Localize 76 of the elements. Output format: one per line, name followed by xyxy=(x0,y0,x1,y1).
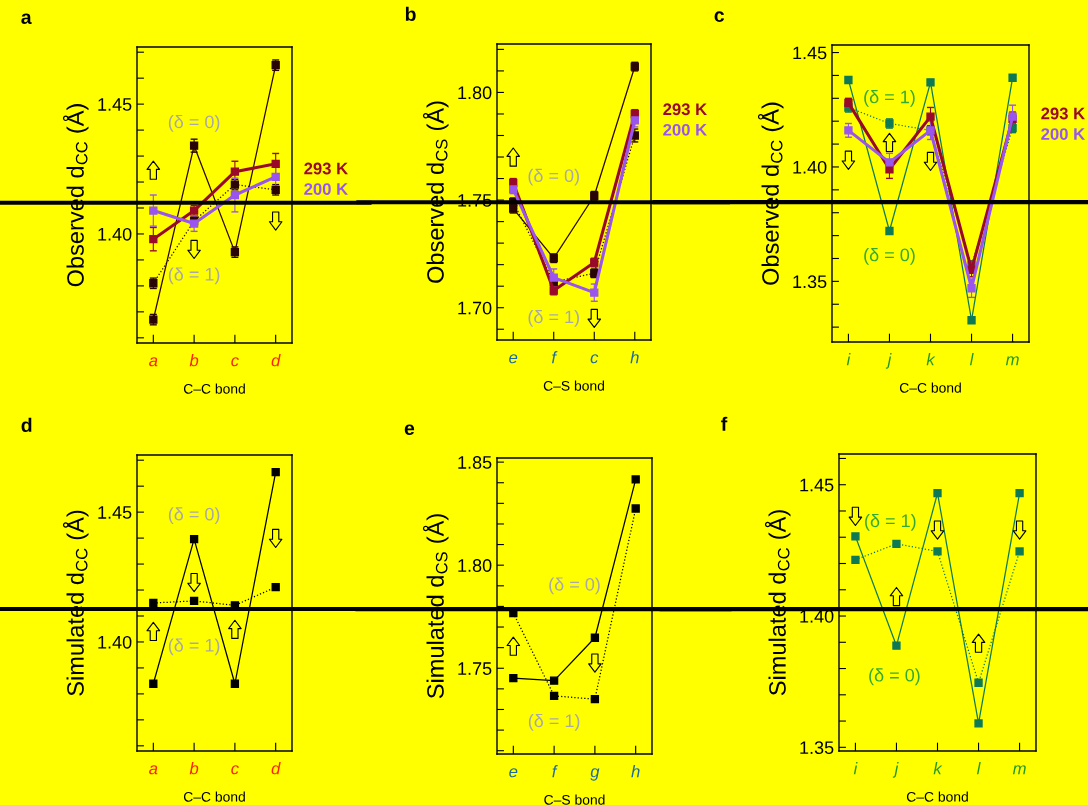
y-axis-title: Simulated d$_{CC}$ (Å) xyxy=(62,510,89,696)
chart-title: b xyxy=(405,6,416,22)
x-tick-label: j xyxy=(885,353,892,369)
chart-title: a xyxy=(21,13,32,25)
y-tick-label: 1.40 xyxy=(98,635,132,649)
x-tick-label: g xyxy=(590,768,600,781)
x-tick-label: a xyxy=(149,765,158,775)
annotation: (δ = 0) xyxy=(864,248,915,265)
annotation: (δ = 1) xyxy=(168,267,220,285)
series-label: 200 K xyxy=(1041,128,1085,140)
y-tick-label: 1.40 xyxy=(98,227,132,241)
y-tick-label: 1.35 xyxy=(793,275,827,289)
annotation: (δ = 0) xyxy=(549,577,600,595)
y-tick-label: 1.45 xyxy=(98,506,132,519)
x-tick-label: k xyxy=(926,353,936,366)
chart-title: d xyxy=(21,417,32,433)
series-label: 293 K xyxy=(1041,107,1085,120)
y-axis-title: Simulated d$_{CC}$ (Å) xyxy=(764,510,791,696)
y-tick-label: 1.80 xyxy=(458,559,492,572)
x-tick-label: b xyxy=(189,354,199,367)
series-label: 200 K xyxy=(304,183,348,195)
annotation: (δ = 1) xyxy=(865,513,916,531)
x-tick-label: e xyxy=(509,354,518,364)
y-axis-title: Observed d$_{CC}$ (Å) xyxy=(62,104,89,287)
x-tick-label: m xyxy=(1005,356,1019,366)
y-tick-label: 1.40 xyxy=(793,160,827,174)
y-axis-title: Simulated d$_{CS}$ (Å) xyxy=(422,514,449,699)
x-axis-title: C–S bond xyxy=(544,794,605,805)
series-label: 293 K xyxy=(663,103,707,116)
chart-title: c xyxy=(714,11,725,23)
annotation: (δ = 0) xyxy=(168,507,220,525)
y-tick-label: 1.80 xyxy=(458,86,492,100)
annotation: (δ = 0) xyxy=(168,114,220,132)
x-tick-label: d xyxy=(271,354,281,367)
y-axis-title: Observed d$_{CS}$ (Å) xyxy=(422,101,449,283)
series-label: 200 K xyxy=(663,123,707,136)
x-tick-label: h xyxy=(631,765,640,778)
x-axis-title: C–C bond xyxy=(906,791,968,802)
x-tick-label: l xyxy=(976,762,981,775)
chart-title: f xyxy=(721,416,728,431)
x-tick-label: c xyxy=(590,354,599,364)
x-tick-label: k xyxy=(933,762,943,775)
x-tick-label: m xyxy=(1012,765,1026,775)
x-tick-label: c xyxy=(231,765,239,775)
x-tick-label: b xyxy=(189,762,199,775)
x-axis-title: C–S bond xyxy=(543,380,604,391)
x-tick-label: j xyxy=(892,762,899,778)
y-tick-label: 1.45 xyxy=(98,98,132,111)
x-tick-label: c xyxy=(231,357,239,367)
y-tick-label: 1.75 xyxy=(458,662,492,675)
series-label: 293 K xyxy=(304,162,348,175)
x-tick-label: i xyxy=(853,762,858,775)
x-axis-title: C–C bond xyxy=(183,383,245,394)
y-axis-title: Observed d$_{CC}$ (Å) xyxy=(757,102,784,285)
chart-title: e xyxy=(404,424,415,436)
annotation: (δ = 0) xyxy=(869,668,920,686)
y-tick-label: 1.35 xyxy=(800,741,834,755)
annotation: (δ = 1) xyxy=(168,638,220,656)
x-axis-title: C–C bond xyxy=(183,791,245,802)
y-tick-label: 1.45 xyxy=(800,478,834,492)
x-tick-label: f xyxy=(552,765,558,778)
x-tick-label: h xyxy=(630,351,639,364)
annotation: (δ = 1) xyxy=(528,713,580,731)
x-tick-label: d xyxy=(271,762,281,775)
x-axis-title: C–C bond xyxy=(899,382,961,393)
x-tick-label: f xyxy=(551,351,558,364)
x-tick-label: i xyxy=(846,353,851,366)
annotation: (δ = 1) xyxy=(528,309,579,327)
annotation: (δ = 0) xyxy=(528,168,579,186)
y-tick-label: 1.85 xyxy=(458,456,492,469)
annotation: (δ = 1) xyxy=(864,90,915,107)
y-tick-label: 1.45 xyxy=(793,46,827,60)
y-tick-label: 1.70 xyxy=(458,301,492,315)
x-tick-label: e xyxy=(509,768,518,778)
x-tick-label: a xyxy=(149,357,158,367)
x-tick-label: l xyxy=(969,353,974,366)
